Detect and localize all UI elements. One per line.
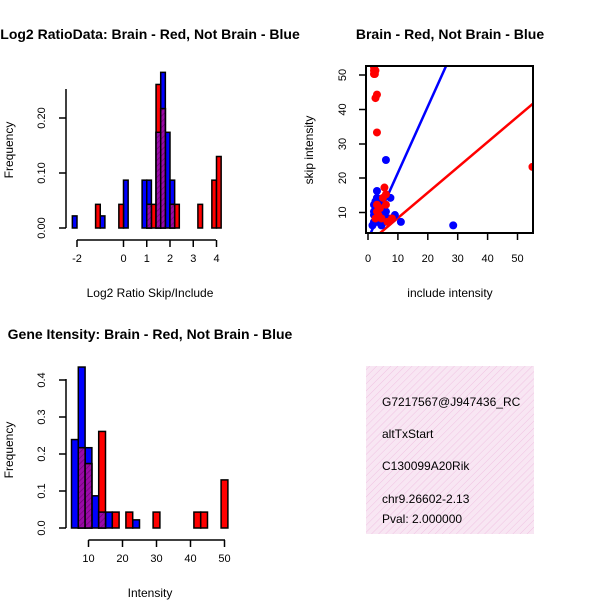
info-probe-id: G7217567@J947436_RC <box>382 395 521 409</box>
scatter-x-tick: 10 <box>392 253 404 265</box>
red-point <box>387 214 396 223</box>
red-point <box>380 183 389 192</box>
red-bar <box>215 155 222 229</box>
intensity-y-tick: 0.4 <box>36 372 48 387</box>
info-text-clip: G7217567@J947436_RC altTxStart C130099A2… <box>382 395 521 526</box>
ratio-y-tick: 0.00 <box>36 217 48 238</box>
ratio-x-tick: 3 <box>190 253 196 265</box>
ratio-y-tick: 0.10 <box>36 162 48 183</box>
intensity-y-tick: 0.1 <box>36 483 48 498</box>
red-point <box>371 66 380 75</box>
red-bar <box>125 511 134 529</box>
red-point <box>372 128 381 137</box>
scatter-y-tick: 20 <box>337 172 349 184</box>
blue-bar <box>104 511 114 529</box>
ratio-y-label: Frequency <box>2 122 16 179</box>
intensity-y-tick: 0.0 <box>36 520 48 535</box>
info-panel: G7217567@J947436_RC altTxStart C130099A2… <box>366 366 534 534</box>
red-bar <box>220 479 229 529</box>
scatter-x-label: include intensity <box>407 286 492 300</box>
intensity-x-axis: 10 20 30 40 50 <box>82 539 231 565</box>
blue-bar <box>70 438 80 529</box>
ratio-x-tick: 1 <box>144 253 150 265</box>
intensity-histogram-bars <box>70 366 229 529</box>
scatter-x-tick: 20 <box>422 253 434 265</box>
ratio-x-tick: 2 <box>167 253 173 265</box>
scatter-plot-frame <box>365 65 534 234</box>
overlap-bar <box>84 462 93 529</box>
intensity-y-tick: 0.2 <box>36 446 48 461</box>
scatter-y-axis: 10 20 30 40 50 <box>337 69 366 219</box>
intensity-x-label: Intensity <box>128 586 173 600</box>
scatter-x-tick: 50 <box>511 253 523 265</box>
blue-point <box>381 156 390 164</box>
scatter-x-tick: 40 <box>481 253 493 265</box>
overlap-bar <box>77 446 86 529</box>
red-fit-line <box>378 101 533 233</box>
intensity-x-tick: 50 <box>218 553 230 565</box>
blue-bar <box>91 495 100 529</box>
overlap-bar <box>159 107 167 229</box>
overlap-bar <box>146 203 153 229</box>
info-panel-background <box>366 366 534 534</box>
blue-bar <box>131 519 141 529</box>
scatter-x-axis: 0 10 20 30 40 50 <box>365 233 524 265</box>
ratio-histogram-panel: Log2 RatioData: Brain - Red, Not Brain -… <box>0 26 300 300</box>
scatter-y-tick: 40 <box>337 103 349 115</box>
red-bar <box>199 511 209 529</box>
ratio-x-tick: 0 <box>120 253 126 265</box>
intensity-histogram-panel: Gene Itensity: Brain - Red, Not Brain - … <box>2 326 293 600</box>
info-location: chr9.26602-2.13 <box>382 492 470 506</box>
info-event-type: altTxStart <box>382 427 434 441</box>
scatter-points <box>368 66 533 230</box>
blue-point <box>381 207 390 216</box>
scatter-x-tick: 0 <box>365 253 371 265</box>
intensity-y-tick: 0.3 <box>36 409 48 424</box>
scatter-y-tick: 50 <box>337 69 349 81</box>
intensity-y-axis: 0.0 0.1 0.2 0.3 0.4 <box>36 372 67 536</box>
intensity-x-tick: 10 <box>82 553 94 565</box>
info-gene-name: C130099A20Rik <box>382 459 470 473</box>
overlap-bar <box>169 203 176 229</box>
blue-point <box>396 217 405 226</box>
overlap-bar <box>97 511 107 529</box>
ratio-y-tick: 0.20 <box>36 107 48 128</box>
red-point <box>375 204 384 213</box>
red-point <box>377 214 386 223</box>
red-point <box>372 90 381 99</box>
blue-point <box>372 186 381 195</box>
scatter-y-label: skip intensity <box>302 116 316 185</box>
scatter-y-tick: 10 <box>337 206 349 218</box>
blue-point <box>449 221 458 230</box>
scatter-title: Brain - Red, Not Brain - Blue <box>356 26 544 42</box>
red-bar <box>118 203 125 229</box>
ratio-x-label: Log2 Ratio Skip/Include <box>87 286 214 300</box>
intensity-y-label: Frequency <box>2 422 16 479</box>
red-bar <box>193 511 202 529</box>
red-point <box>528 162 533 171</box>
ratio-x-axis: -2 0 1 2 3 4 <box>72 239 220 265</box>
ratio-x-tick: -2 <box>72 253 82 265</box>
ratio-x-tick: 4 <box>213 253 219 265</box>
blue-bar <box>71 215 78 229</box>
scatter-y-tick: 30 <box>337 138 349 150</box>
red-bar <box>111 511 120 529</box>
intensity-x-tick: 20 <box>116 553 128 565</box>
red-bar <box>152 511 161 529</box>
red-point <box>381 200 390 209</box>
red-point <box>381 190 390 199</box>
ratio-histogram-title: Log2 RatioData: Brain - Red, Not Brain -… <box>0 26 300 42</box>
scatter-x-tick: 30 <box>452 253 464 265</box>
ratio-histogram-bars <box>71 71 222 229</box>
info-pval: Pval: 2.000000 <box>382 512 462 526</box>
scatter-panel: Brain - Red, Not Brain - Blue 0 10 20 30… <box>302 26 544 300</box>
ratio-y-axis: 0.00 0.10 0.20 <box>36 89 67 239</box>
red-bar <box>197 203 204 229</box>
red-bar <box>94 203 101 229</box>
intensity-x-tick: 30 <box>150 553 162 565</box>
intensity-histogram-title: Gene Itensity: Brain - Red, Not Brain - … <box>8 326 293 342</box>
intensity-x-tick: 40 <box>184 553 196 565</box>
